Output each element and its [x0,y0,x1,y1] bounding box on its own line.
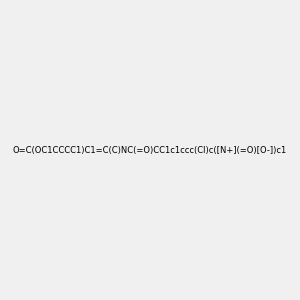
Text: O=C(OC1CCCC1)C1=C(C)NC(=O)CC1c1ccc(Cl)c([N+](=O)[O-])c1: O=C(OC1CCCC1)C1=C(C)NC(=O)CC1c1ccc(Cl)c(… [13,146,287,154]
